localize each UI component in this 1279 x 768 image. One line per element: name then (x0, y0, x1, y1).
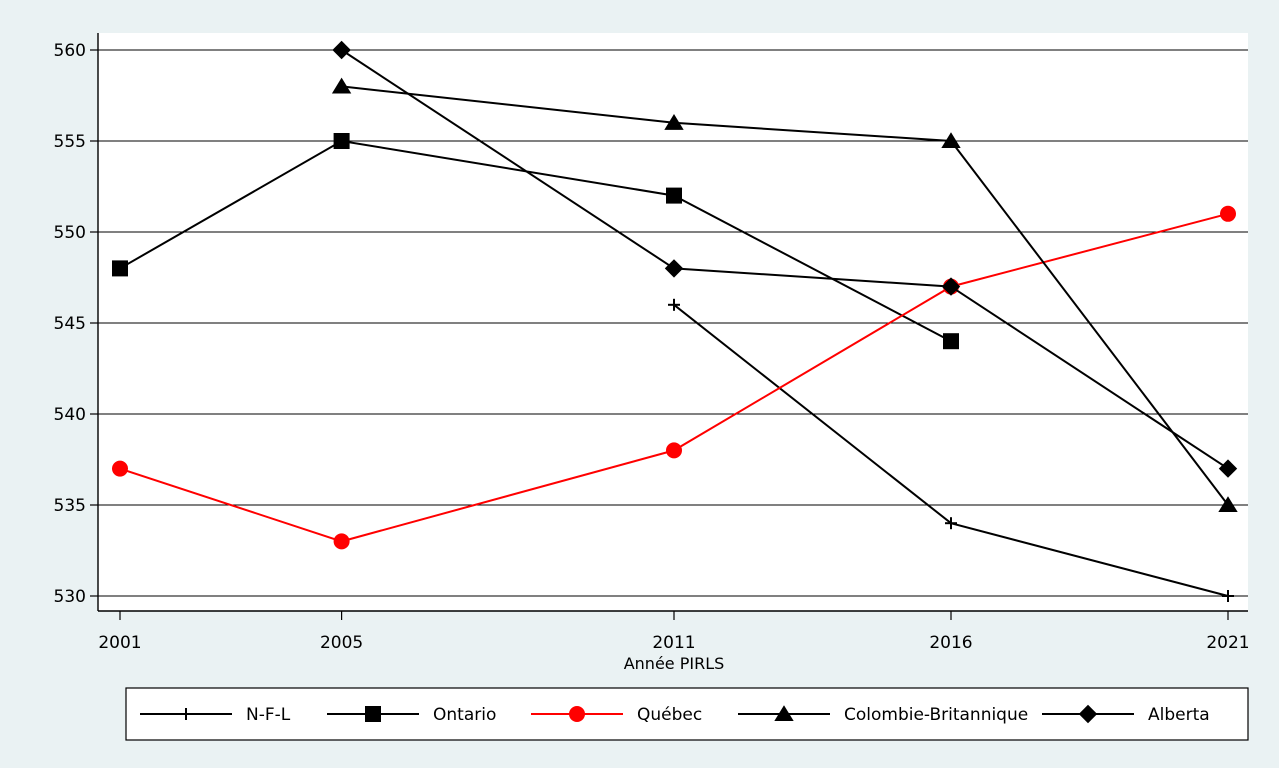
data-point-triangle (331, 77, 352, 94)
x-tick-label: 2021 (1206, 633, 1249, 653)
legend-label: Ontario (433, 705, 496, 725)
data-point-diamond (1218, 459, 1238, 478)
x-tick-label: 2001 (98, 633, 141, 653)
data-point-square (666, 187, 682, 204)
data-point-circle (666, 442, 682, 459)
data-point-square (943, 333, 959, 350)
y-tick-label: 530 (54, 587, 86, 607)
legend-entry: Québec (531, 705, 702, 725)
data-point-plus (945, 517, 957, 530)
y-tick-label: 540 (54, 405, 86, 425)
series-3 (331, 77, 1238, 513)
legend: N-F-L Ontario Québec Colombie-Britannique Al… (125, 687, 1249, 741)
x-tick-label: 2016 (929, 633, 972, 653)
data-point-circle (112, 460, 128, 477)
data-point-plus (1222, 590, 1234, 602)
legend-label: N-F-L (246, 705, 291, 725)
axes: 530 535 540 545 550 555 560 2001 2005 2011 2016 202… (54, 33, 1250, 653)
y-tick-label: 555 (54, 132, 86, 152)
data-point-circle (569, 706, 585, 722)
x-tick-label: 2005 (320, 633, 363, 653)
data-point-circle (333, 533, 350, 550)
x-tick-label: 2011 (652, 633, 695, 653)
legend-entry: Alberta (1042, 704, 1210, 725)
data-point-square (333, 133, 350, 149)
y-tick-label: 550 (54, 223, 86, 243)
data-point-circle (1220, 205, 1236, 222)
series-line (119, 139, 952, 343)
gridlines (98, 49, 1248, 597)
data-point-diamond (1078, 704, 1098, 724)
series-line (341, 85, 1229, 506)
data-point-diamond (332, 40, 351, 60)
data-point-triangle (774, 705, 794, 722)
y-tick-label: 535 (54, 496, 86, 516)
legend-entry: N-F-L (140, 705, 291, 725)
series-1 (112, 133, 959, 350)
legend-label: Alberta (1148, 705, 1210, 725)
legend-entry: Ontario (327, 705, 496, 725)
data-point-triangle (941, 132, 961, 149)
y-tick-label: 560 (54, 41, 86, 61)
series-group (112, 40, 1238, 602)
data-point-diamond (664, 259, 684, 278)
legend-label: Colombie-Britannique (844, 705, 1028, 725)
x-axis-title: Année PIRLS (624, 654, 725, 673)
data-point-diamond (941, 277, 961, 296)
legend-label: Québec (637, 705, 702, 725)
y-tick-label: 545 (54, 314, 86, 334)
data-point-square (365, 706, 381, 722)
data-point-plus (180, 708, 192, 720)
data-point-triangle (1218, 496, 1238, 513)
series-4 (332, 40, 1238, 478)
data-point-square (112, 260, 128, 277)
series-line (341, 49, 1229, 470)
series-0 (668, 298, 1234, 602)
legend-entry: Colombie-Britannique (738, 705, 1028, 725)
data-point-plus (668, 298, 680, 311)
data-point-triangle (664, 114, 684, 130)
